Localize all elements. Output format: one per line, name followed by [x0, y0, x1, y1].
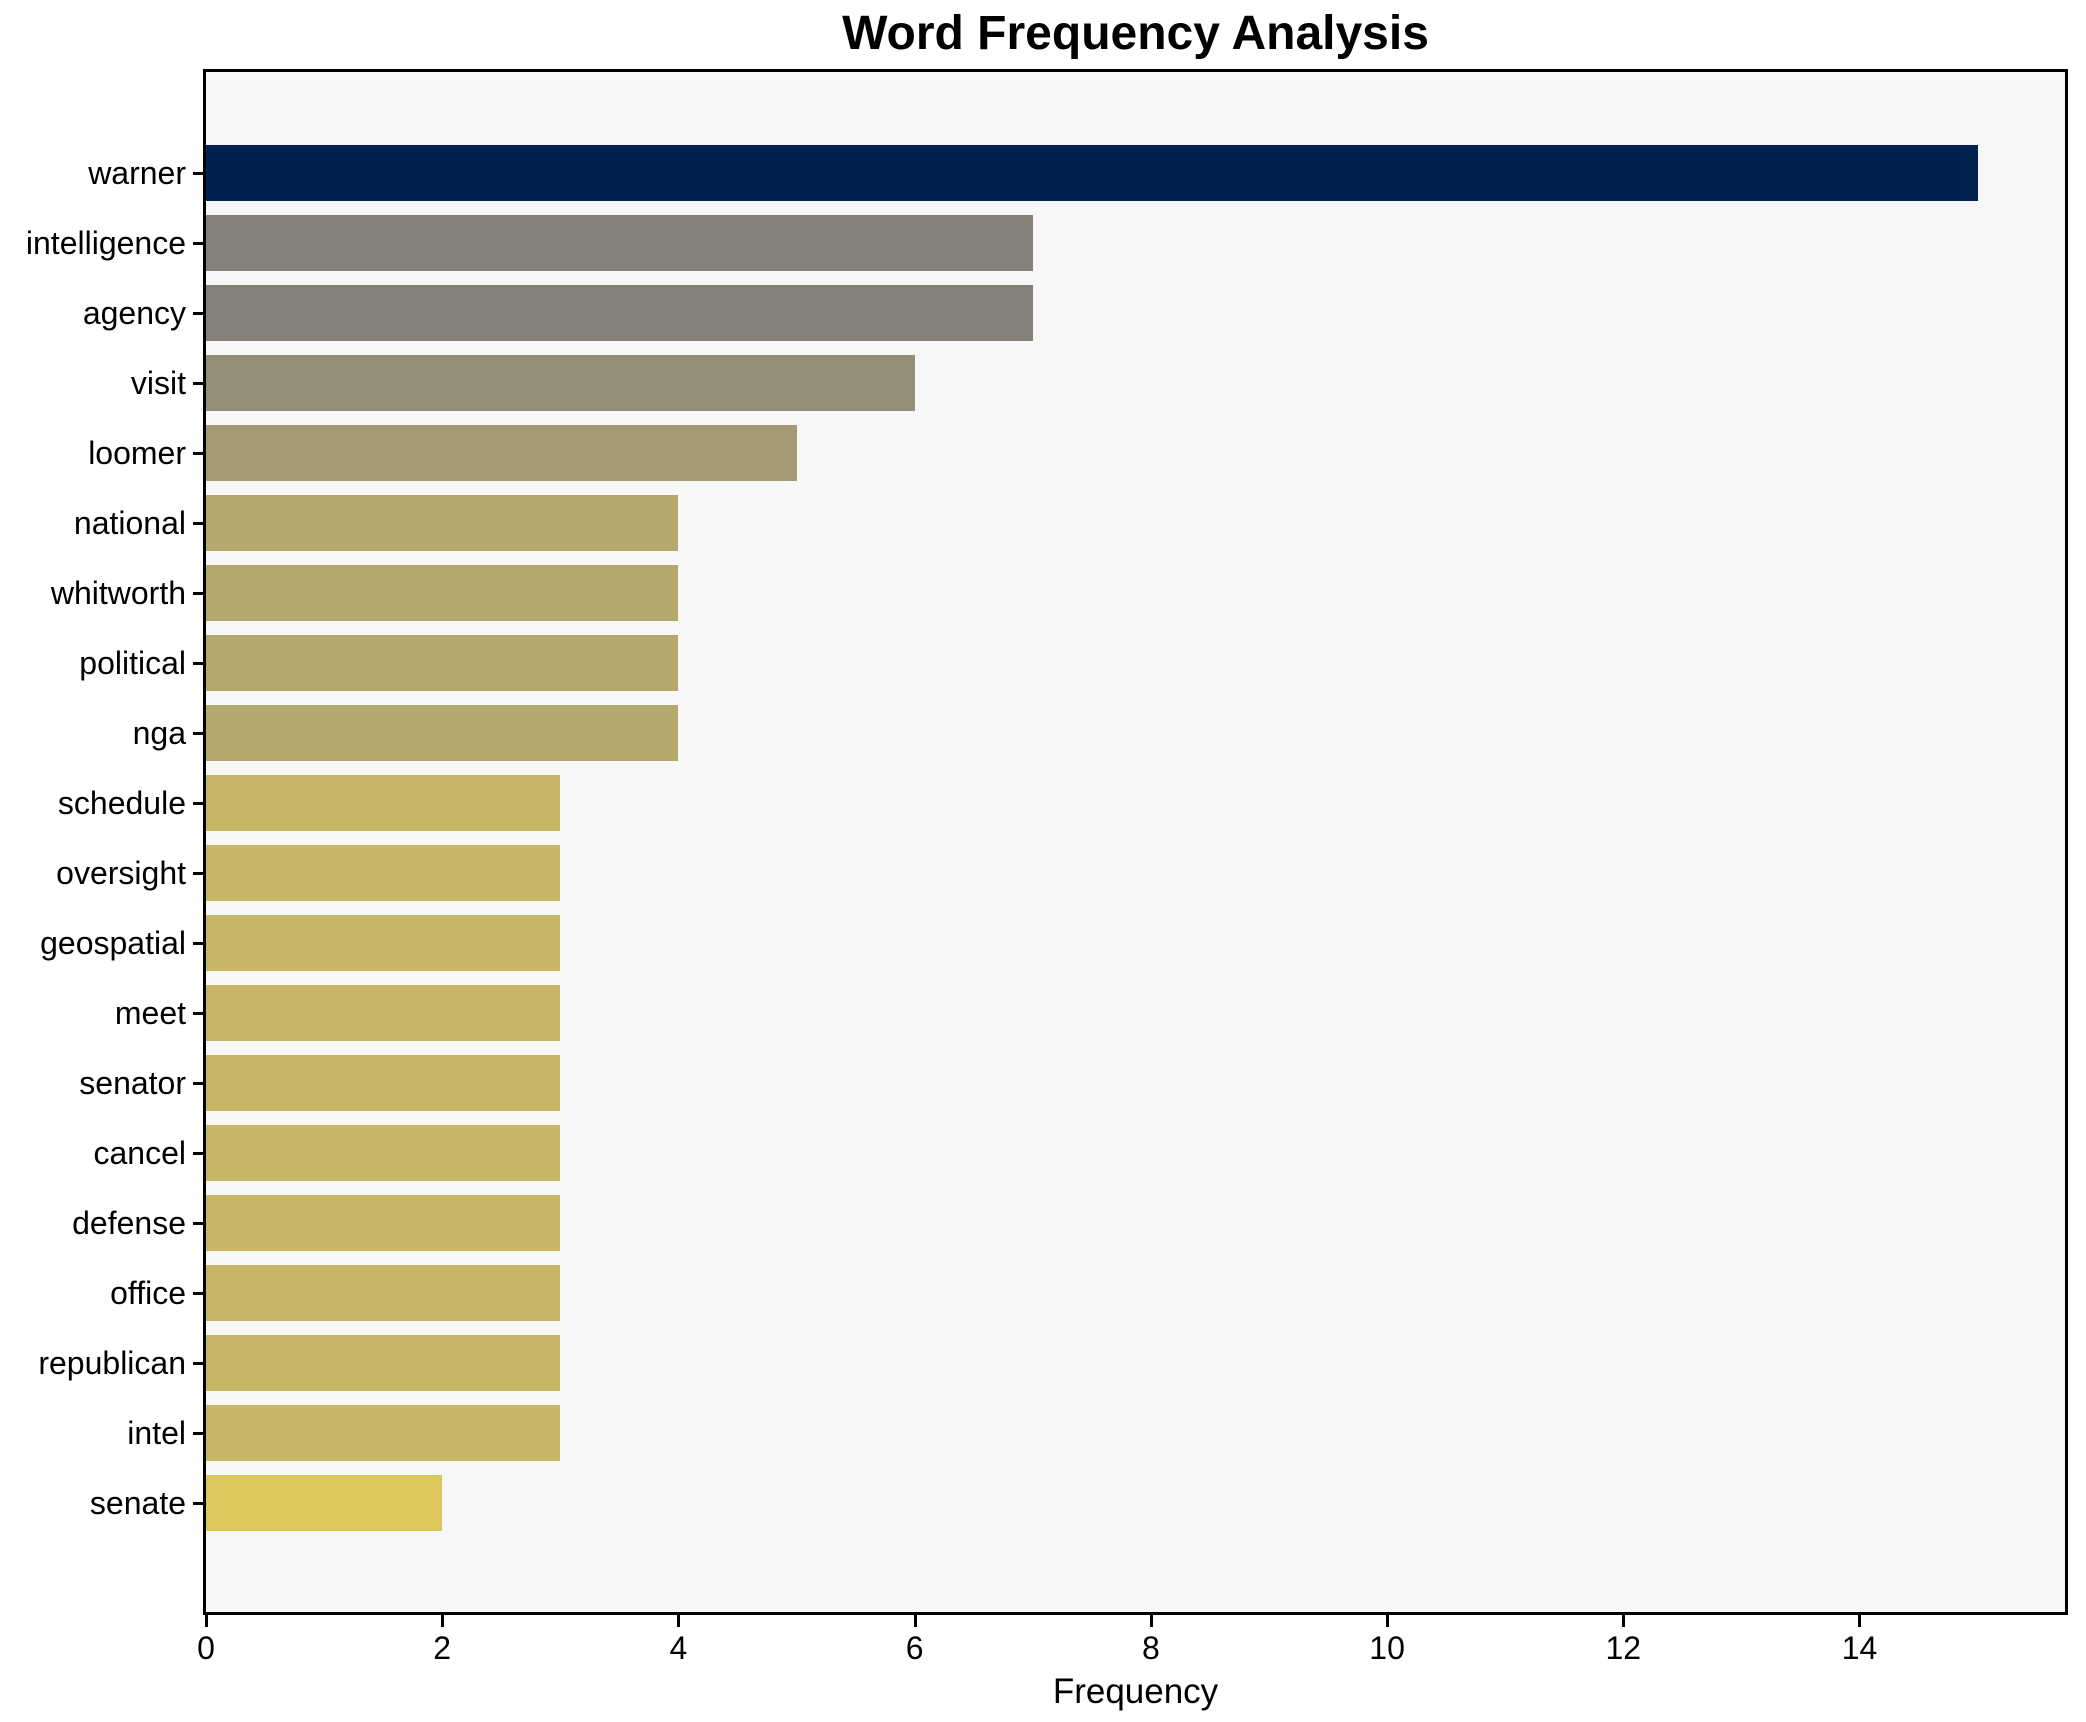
- x-tick-label: 6: [905, 1630, 924, 1666]
- x-tick-label: 14: [1841, 1630, 1878, 1666]
- y-tick-mark: [193, 942, 206, 945]
- y-tick-label: warner: [88, 155, 186, 191]
- bar-intel: [206, 1405, 560, 1461]
- y-tick-mark: [193, 592, 206, 595]
- y-tick-mark: [193, 1292, 206, 1295]
- y-tick-mark: [193, 1222, 206, 1225]
- x-tick-mark: [1858, 1613, 1862, 1627]
- y-tick-mark: [193, 1502, 206, 1505]
- x-tick-label: 0: [197, 1630, 215, 1666]
- y-tick-mark: [193, 1082, 206, 1085]
- x-tick-mark: [913, 1613, 917, 1627]
- bar-senate: [206, 1475, 442, 1531]
- x-tick-mark: [1386, 1613, 1390, 1627]
- chart-title: Word Frequency Analysis: [842, 7, 1429, 60]
- y-tick-label: senator: [79, 1065, 186, 1101]
- y-tick-label: schedule: [57, 785, 186, 821]
- bar-national: [206, 495, 678, 551]
- x-tick-label: 8: [1141, 1630, 1160, 1666]
- x-tick-label: 2: [433, 1630, 452, 1666]
- y-tick-label: national: [73, 505, 186, 541]
- y-tick-label: loomer: [88, 435, 186, 471]
- y-tick-mark: [193, 1152, 206, 1155]
- y-tick-mark: [193, 172, 206, 175]
- y-tick-label: political: [79, 645, 186, 681]
- bar-geospatial: [206, 915, 560, 971]
- y-tick-label: defense: [72, 1205, 186, 1241]
- bar-warner: [206, 145, 1978, 201]
- y-tick-mark: [193, 732, 206, 735]
- x-axis-label: Frequency: [1052, 1672, 1219, 1711]
- bar-political: [206, 635, 678, 691]
- y-tick-mark: [193, 802, 206, 805]
- x-tick-mark: [1149, 1613, 1153, 1627]
- y-tick-label: intelligence: [25, 225, 186, 261]
- y-tick-label: meet: [114, 995, 186, 1031]
- y-tick-label: cancel: [93, 1135, 187, 1171]
- bars-layer: [206, 72, 2065, 1612]
- bar-office: [206, 1265, 560, 1321]
- bar-meet: [206, 985, 560, 1041]
- y-tick-label: senate: [89, 1485, 186, 1521]
- y-tick-label: geospatial: [40, 925, 186, 961]
- x-tick-label: 12: [1605, 1630, 1642, 1666]
- y-tick-label: whitworth: [50, 575, 186, 611]
- bar-oversight: [206, 845, 560, 901]
- y-tick-label: intel: [127, 1415, 186, 1451]
- y-tick-label: visit: [130, 365, 186, 401]
- y-tick-mark: [193, 872, 206, 875]
- bar-agency: [206, 285, 1033, 341]
- x-tick-label: 10: [1369, 1630, 1405, 1666]
- y-tick-mark: [193, 242, 206, 245]
- y-tick-mark: [193, 1012, 206, 1015]
- y-tick-label: office: [110, 1275, 186, 1311]
- x-tick-label: 4: [669, 1630, 688, 1666]
- bar-whitworth: [206, 565, 678, 621]
- bar-loomer: [206, 425, 797, 481]
- bar-republican: [206, 1335, 560, 1391]
- y-tick-label: nga: [132, 715, 186, 751]
- y-tick-mark: [193, 452, 206, 455]
- x-tick-mark: [205, 1613, 208, 1627]
- x-tick-mark: [441, 1613, 445, 1627]
- y-tick-mark: [193, 522, 206, 525]
- bar-visit: [206, 355, 915, 411]
- bar-senator: [206, 1055, 560, 1111]
- y-tick-label: oversight: [56, 855, 186, 891]
- y-tick-mark: [193, 662, 206, 665]
- y-tick-mark: [193, 1432, 206, 1435]
- x-tick-mark: [1622, 1613, 1626, 1627]
- bar-defense: [206, 1195, 560, 1251]
- y-tick-mark: [193, 312, 206, 315]
- bar-schedule: [206, 775, 560, 831]
- y-tick-mark: [193, 382, 206, 385]
- y-tick-mark: [193, 1362, 206, 1365]
- x-tick-mark: [677, 1613, 681, 1627]
- y-tick-label: agency: [82, 295, 186, 331]
- bar-intelligence: [206, 215, 1033, 271]
- bar-cancel: [206, 1125, 560, 1181]
- y-tick-label: republican: [38, 1345, 186, 1381]
- bar-nga: [206, 705, 678, 761]
